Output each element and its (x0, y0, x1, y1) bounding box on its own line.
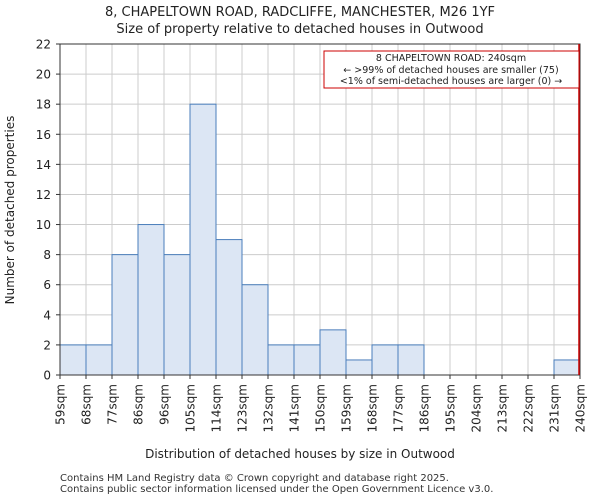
y-tick-label: 4 (43, 308, 51, 322)
y-tick-label: 0 (43, 369, 51, 383)
x-axis-label: Distribution of detached houses by size … (145, 447, 455, 461)
footer-licence: Contains public sector information licen… (60, 484, 494, 495)
x-tick-label: 186sqm (418, 384, 432, 432)
bar-77sqm (111, 254, 139, 376)
x-tick-label: 195sqm (444, 384, 458, 432)
y-tick-label: 6 (43, 278, 51, 292)
x-tick-label: 231sqm (548, 384, 562, 432)
annotation-box: 8 CHAPELTOWN ROAD: 240sqm ← >99% of deta… (323, 50, 580, 89)
annotation-line-3: <1% of semi-detached houses are larger (… (340, 76, 562, 87)
x-tick-label: 177sqm (392, 384, 406, 432)
annotation-frame (323, 50, 580, 89)
y-tick-label: 18 (36, 98, 51, 112)
bar-132sqm (267, 344, 295, 376)
y-tick-label: 16 (36, 128, 51, 142)
bar-105sqm (189, 103, 217, 376)
y-tick-label: 12 (36, 188, 51, 202)
x-tick-label: 114sqm (210, 384, 224, 432)
bar-141sqm (293, 344, 321, 376)
y-tick-label: 20 (36, 68, 51, 82)
x-tick-label: 141sqm (288, 384, 302, 432)
bar-168sqm (371, 344, 399, 376)
y-tick-label: 14 (36, 158, 51, 172)
y-axis-ticks: 0 2 4 6 8 10 12 14 16 18 20 22 (36, 38, 60, 383)
bar-96sqm (163, 254, 191, 376)
bar-150sqm (319, 329, 347, 376)
x-axis-ticks: 59sqm 68sqm 77sqm 86sqm 96sqm 105sqm 114sqm 123… (54, 375, 588, 432)
bar-114sqm (215, 239, 243, 376)
x-tick-label: 59sqm (54, 384, 68, 425)
bar-86sqm (137, 224, 165, 376)
x-tick-label: 240sqm (574, 384, 588, 432)
x-tick-label: 86sqm (132, 384, 146, 425)
y-tick-label: 2 (43, 338, 51, 352)
x-tick-label: 96sqm (158, 384, 172, 425)
bars (59, 103, 581, 376)
y-tick-label: 10 (36, 218, 51, 232)
annotation-line-1: 8 CHAPELTOWN ROAD: 240sqm (376, 53, 526, 64)
bar-59sqm (59, 344, 87, 376)
annotation-line-2: ← >99% of detached houses are smaller (7… (343, 65, 558, 76)
plot-frame (59, 43, 581, 376)
chart-title: 8, CHAPELTOWN ROAD, RADCLIFFE, MANCHESTE… (105, 5, 495, 20)
x-tick-label: 150sqm (314, 384, 328, 432)
x-tick-label: 213sqm (496, 384, 510, 432)
x-tick-label: 123sqm (236, 384, 250, 432)
y-axis-label: Number of detached properties (3, 116, 17, 305)
bar-68sqm (85, 344, 113, 376)
footer-copyright: Contains HM Land Registry data © Crown c… (60, 473, 449, 484)
x-tick-label: 204sqm (470, 384, 484, 432)
x-tick-label: 132sqm (262, 384, 276, 432)
bar-177sqm (397, 344, 425, 376)
x-tick-label: 77sqm (106, 384, 120, 425)
x-tick-label: 168sqm (366, 384, 380, 432)
bar-123sqm (241, 284, 269, 376)
bar-231sqm (553, 359, 581, 376)
y-tick-label: 22 (36, 38, 51, 52)
x-tick-label: 159sqm (340, 384, 354, 432)
y-tick-label: 8 (43, 248, 51, 262)
bar-159sqm (345, 359, 373, 376)
x-tick-label: 105sqm (184, 384, 198, 432)
x-tick-label: 68sqm (80, 384, 94, 425)
x-tick-label: 222sqm (522, 384, 536, 432)
chart-subtitle: Size of property relative to detached ho… (116, 22, 483, 37)
